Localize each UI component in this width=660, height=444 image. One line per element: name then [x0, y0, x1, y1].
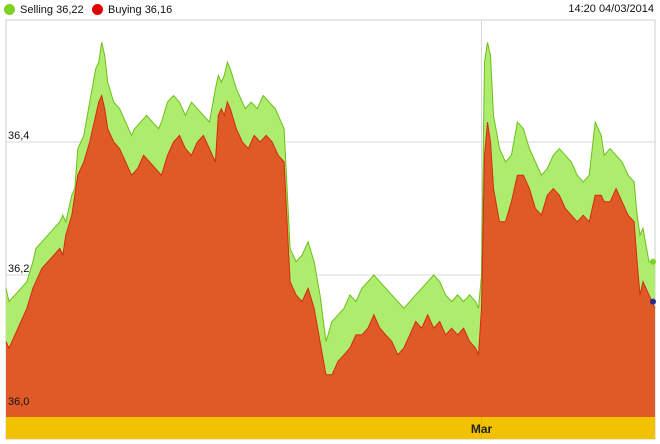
legend-dot-buying: [92, 4, 103, 15]
end-marker-buying: [650, 298, 656, 305]
legend-label-buying: Buying 36,16: [108, 4, 173, 16]
y-tick-label-0: 36,0: [8, 396, 29, 408]
area-buying: [6, 95, 655, 417]
timestamp: 14:20 04/03/2014: [568, 3, 654, 15]
line-buying: [5, 93, 656, 376]
line-selling: [5, 42, 655, 342]
legend-dot-selling: [4, 4, 15, 15]
x-axis-band: [6, 417, 655, 439]
legend-label-selling: Selling 36,22: [20, 4, 84, 16]
y-tick-label-1: 36,2: [8, 263, 29, 275]
y-tick-label-2: 36,4: [8, 130, 29, 142]
chart-header: Selling 36,22 Buying 36,16 14:20 04/03/2…: [0, 0, 660, 20]
x-tick-label-mar: Mar: [471, 422, 493, 436]
end-marker-selling: [650, 258, 656, 265]
